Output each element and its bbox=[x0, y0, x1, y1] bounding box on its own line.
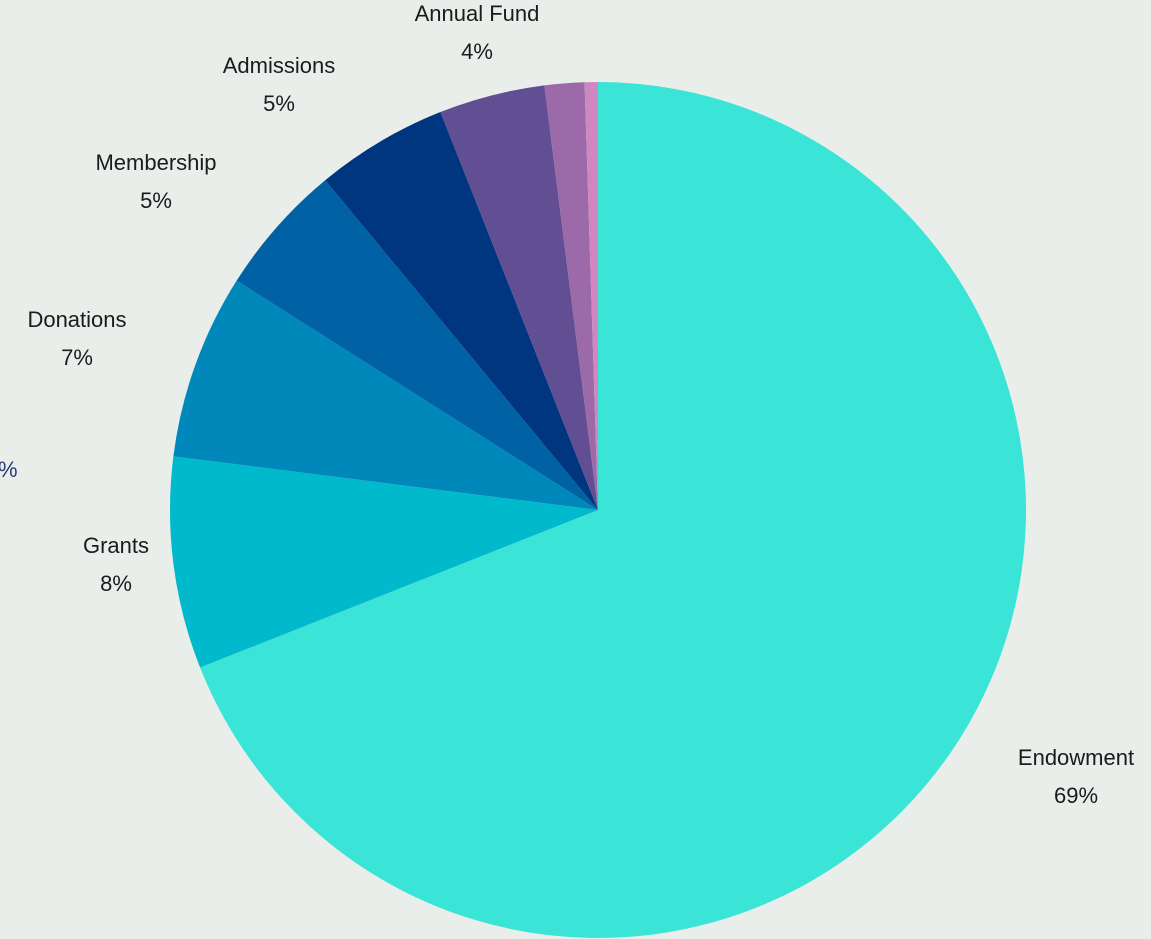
slice-value-label: 5% bbox=[263, 91, 295, 116]
pie-slice-grants bbox=[170, 456, 598, 668]
slice-value-label: 5% bbox=[140, 188, 172, 213]
pie-slice-admissions bbox=[325, 112, 598, 510]
slice-value-label: 69% bbox=[1054, 783, 1098, 808]
slice-value-label: 8% bbox=[100, 571, 132, 596]
slice-name-label: Donations bbox=[27, 307, 126, 332]
pie-slice-donations bbox=[173, 280, 598, 510]
pie-slice-annual-fund bbox=[440, 85, 598, 510]
slice-value-label: 7% bbox=[61, 345, 93, 370]
pie-slices bbox=[170, 82, 1026, 938]
slice-name-label: Annual Fund bbox=[415, 1, 540, 26]
slice-value-label: 4% bbox=[461, 39, 493, 64]
slice-name-label: Grants bbox=[83, 533, 149, 558]
pie-slice-unlabeled-6 bbox=[544, 82, 598, 511]
slice-name-label: Admissions bbox=[223, 53, 335, 78]
pie-labels: Endowment 69% Grants 8% Donations 7% Membershi… bbox=[27, 1, 1134, 808]
partial-label: % bbox=[0, 457, 18, 482]
pie-slice-endowment bbox=[200, 82, 1026, 938]
slice-name-label: Membership bbox=[95, 150, 216, 175]
pie-slice-unlabeled-7 bbox=[584, 82, 598, 510]
slice-name-label: Endowment bbox=[1018, 745, 1134, 770]
pie-slice-membership bbox=[236, 180, 598, 510]
